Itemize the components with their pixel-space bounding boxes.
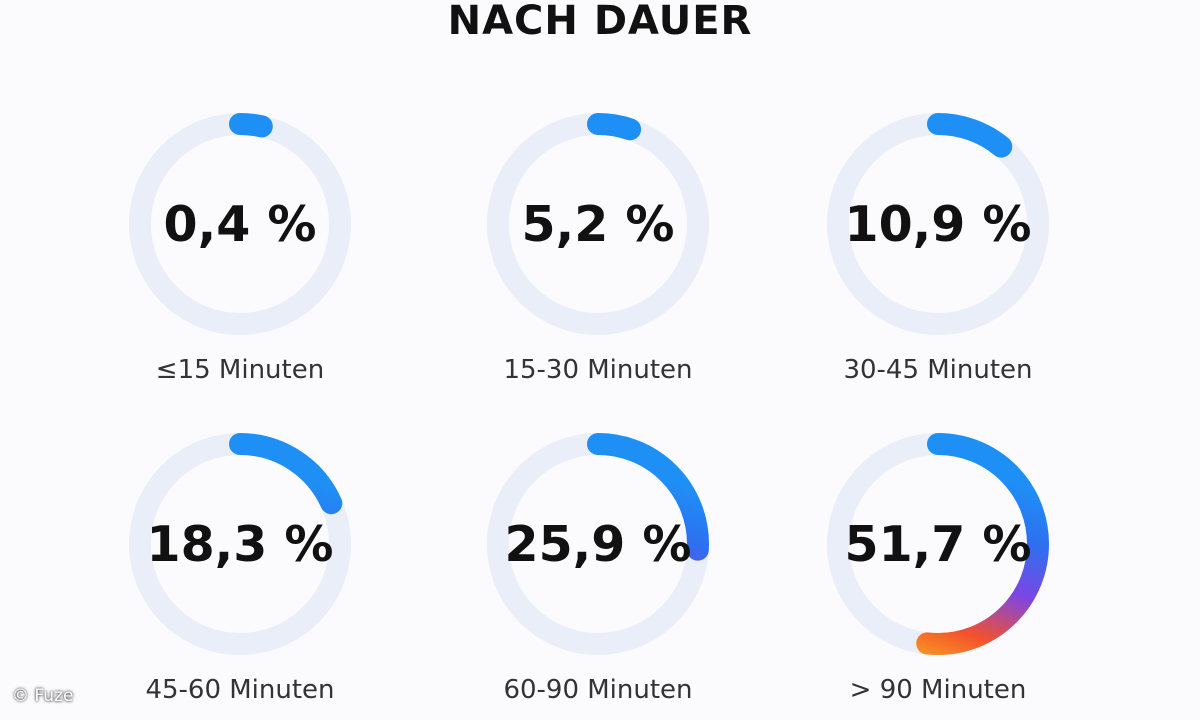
copyright-notice: © Fuze [12,686,74,706]
donut-arc [129,433,351,655]
donut-category-label: 30-45 Minuten [843,355,1032,385]
donut-arc [827,433,1049,655]
donut-arc [487,433,709,655]
donut-value-label: 25,9 % [504,516,691,573]
donut-arc [827,113,1049,335]
donut-category-label: ≤15 Minuten [156,355,324,385]
donut-15-30-minuten: 5,2 % 15-30 Minuten [487,113,709,385]
donut-category-label: 15-30 Minuten [503,355,692,385]
donut-value-label: 18,3 % [146,516,333,573]
chart-title: NACH DAUER [447,0,753,44]
donut-60-90-minuten: 25,9 % 60-90 Minuten [487,433,709,705]
donut-category-label: > 90 Minuten [850,675,1027,705]
donut-value-label: 51,7 % [844,516,1031,573]
donut-arc [487,113,709,335]
donut-value-label: 5,2 % [522,196,675,253]
donut-30-45-minuten: 10,9 % 30-45 Minuten [827,113,1049,385]
donut-arc [129,113,351,335]
donut-value-label: 0,4 % [164,196,317,253]
donut-value-label: 10,9 % [844,196,1031,253]
donut-category-label: 45-60 Minuten [145,675,334,705]
donut-45-60-minuten: 18,3 % 45-60 Minuten [129,433,351,705]
donut-category-label: 60-90 Minuten [503,675,692,705]
donut-90-minuten: 51,7 % > 90 Minuten [827,433,1049,705]
donut-15-minuten: 0,4 % ≤15 Minuten [129,113,351,385]
